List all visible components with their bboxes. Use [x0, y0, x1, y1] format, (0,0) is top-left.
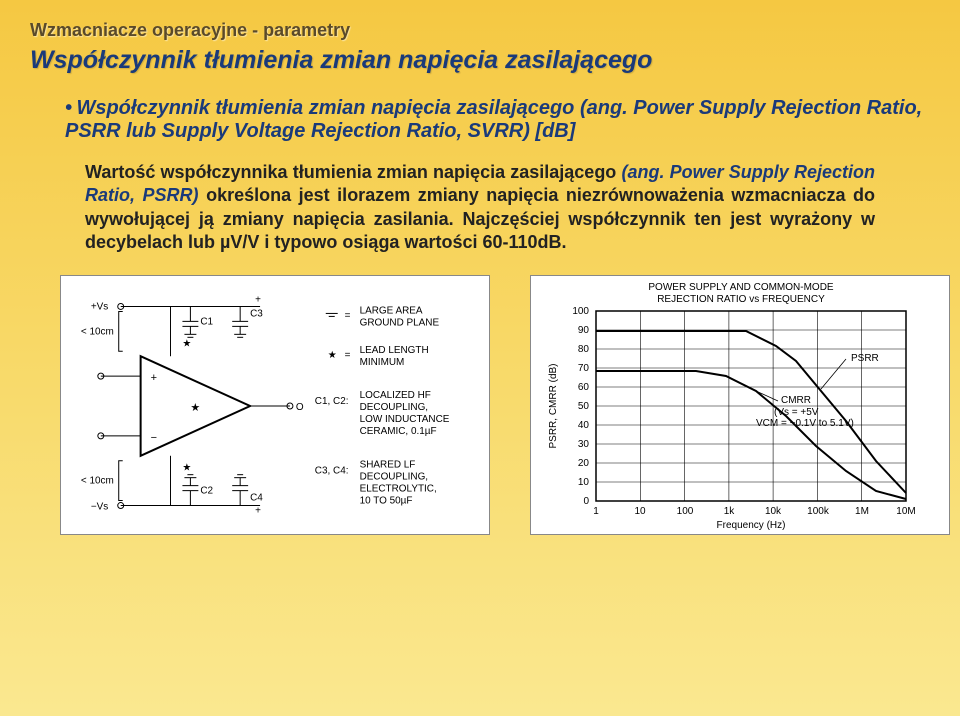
ytick-6: 60: [578, 382, 590, 393]
c2-label: C2: [200, 485, 213, 496]
c3-label: C3: [250, 308, 263, 319]
c3c4-label: C3, C4:: [315, 465, 349, 476]
cmrr-label: CMRR: [781, 395, 811, 406]
leg2a: LEAD LENGTH: [360, 345, 429, 356]
xtick-4: 10k: [765, 506, 782, 517]
ytick-9: 90: [578, 325, 590, 336]
xtick-2: 100: [677, 506, 694, 517]
leg4a: SHARED LF: [360, 459, 416, 470]
leg3b: DECOUPLING,: [360, 402, 428, 413]
ytick-5: 50: [578, 401, 590, 412]
ytick-1: 10: [578, 477, 590, 488]
x-axis-label: Frequency (Hz): [717, 520, 786, 531]
ytick-7: 70: [578, 363, 590, 374]
lt10-bot: < 10cm: [81, 475, 114, 486]
ytick-2: 20: [578, 458, 590, 469]
c1c2-label: C1, C2:: [315, 396, 349, 407]
body-paragraph: Wartość współczynnika tłumienia zmian na…: [85, 161, 875, 255]
chart-title2: REJECTION RATIO vs FREQUENCY: [657, 294, 825, 305]
ytick-4: 40: [578, 420, 590, 431]
leg3d: CERAMIC, 0.1µF: [360, 425, 437, 436]
xtick-5: 100k: [807, 506, 830, 517]
plus-c3: +: [255, 294, 261, 305]
leg4d: 10 TO 50µF: [360, 495, 413, 506]
y-axis-label: PSRR, CMRR (dB): [548, 363, 559, 448]
circuit-figure: + − ★ O +Vs C1 ★: [60, 275, 490, 535]
psrr-chart: POWER SUPPLY AND COMMON-MODE REJECTION R…: [530, 275, 950, 535]
chart-title1: POWER SUPPLY AND COMMON-MODE: [648, 282, 834, 293]
legend-star: ★: [328, 350, 337, 361]
cmrr-curve: [596, 371, 906, 499]
lt10-top: < 10cm: [81, 326, 114, 337]
xtick-7: 10M: [896, 506, 915, 517]
output-label: O: [296, 402, 304, 413]
slide-subtitle: Wzmacniacze operacyjne - parametry: [30, 20, 930, 41]
star-center: ★: [190, 402, 200, 414]
c1-label: C1: [200, 316, 213, 327]
psrr-label: PSRR: [851, 353, 879, 364]
vs-label: (Vs = +5V: [774, 407, 819, 418]
leg1b: GROUND PLANE: [360, 317, 440, 328]
eq1: =: [345, 310, 351, 321]
body-t2: określona jest ilorazem zmiany napięcia …: [85, 185, 875, 252]
star-c2: ★: [182, 462, 191, 473]
leg3c: LOW INDUCTANCE: [360, 413, 450, 424]
ytick-3: 30: [578, 439, 590, 450]
ytick-10: 100: [572, 306, 589, 317]
body-t1: Wartość współczynnika tłumienia zmian na…: [85, 162, 621, 182]
vs-minus-label: −Vs: [91, 501, 108, 512]
ytick-0: 0: [583, 496, 589, 507]
figures-row: + − ★ O +Vs C1 ★: [60, 275, 900, 535]
slide-title: Współczynnik tłumienia zmian napięcia za…: [30, 46, 930, 75]
leg2b: MINIMUM: [360, 357, 405, 368]
xtick-0: 1: [593, 506, 599, 517]
xtick-3: 1k: [724, 506, 736, 517]
vs-plus-label: +Vs: [91, 301, 108, 312]
plus-c4: +: [255, 505, 261, 516]
leg4b: DECOUPLING,: [360, 471, 428, 482]
opamp-plus: +: [151, 372, 157, 384]
bullet-item: • Współczynnik tłumienia zmian napięcia …: [65, 97, 930, 143]
vcm-label: VCM = −0.1V to 5.1V): [756, 418, 854, 429]
leg1a: LARGE AREA: [360, 305, 423, 316]
bullet-intro: Współczynnik tłumienia zmian napięcia za…: [76, 97, 580, 119]
ytick-8: 80: [578, 344, 590, 355]
bullet-dot: •: [65, 97, 72, 119]
star-c1: ★: [182, 338, 191, 349]
leg4c: ELECTROLYTIC,: [360, 483, 437, 494]
leg3a: LOCALIZED HF: [360, 390, 431, 401]
opamp-minus: −: [151, 431, 157, 443]
eq2: =: [345, 350, 351, 361]
c4-label: C4: [250, 492, 263, 503]
xtick-1: 10: [634, 506, 646, 517]
xtick-6: 1M: [855, 506, 869, 517]
